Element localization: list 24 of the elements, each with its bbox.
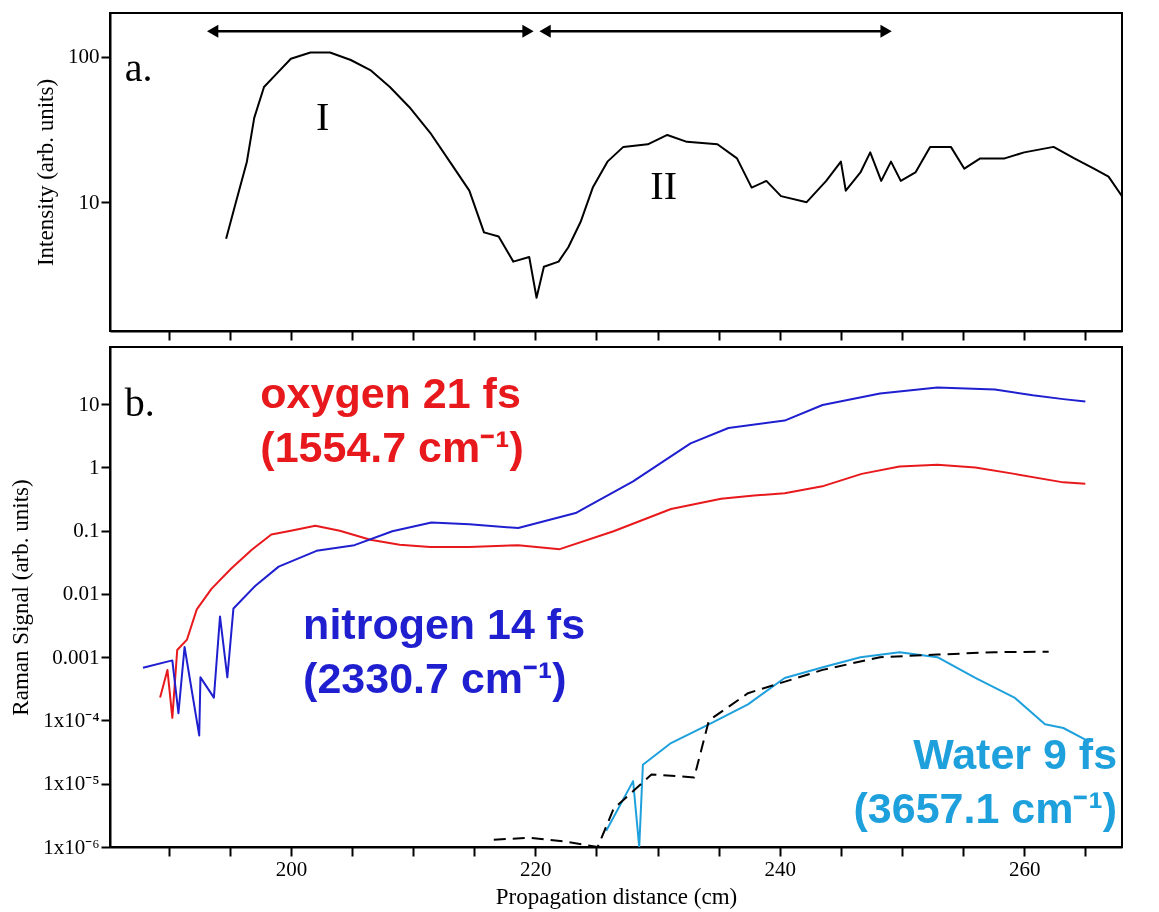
annotation: II bbox=[650, 163, 677, 209]
series-label: Water 9 fs (3657.1 cm⁻¹) bbox=[853, 729, 1118, 832]
x-tick-label: 240 bbox=[764, 856, 797, 881]
y-tick-label: 10 bbox=[78, 391, 100, 416]
y-tick-label: 1 bbox=[89, 454, 100, 479]
y-axis-title: Intensity (arb. units) bbox=[33, 78, 58, 267]
y-tick-label: 1x10⁻⁶ bbox=[43, 834, 100, 859]
x-axis-title: Propagation distance (cm) bbox=[495, 883, 738, 909]
y-axis-title: Raman Signal (arb. units) bbox=[8, 479, 34, 716]
annotation: b. bbox=[124, 380, 155, 426]
y-tick-label: 0.01 bbox=[62, 581, 100, 606]
y-tick-label: 100 bbox=[68, 44, 100, 69]
series-label: nitrogen 14 fs (2330.7 cm⁻¹) bbox=[303, 599, 586, 702]
x-tick-label: 220 bbox=[520, 856, 552, 881]
y-tick-label: 10 bbox=[78, 189, 100, 214]
y-tick-label: 0.001 bbox=[52, 644, 100, 669]
y-tick-label: 1x10⁻⁵ bbox=[43, 771, 100, 796]
annotation: I bbox=[316, 93, 330, 139]
annotation: a. bbox=[124, 44, 153, 90]
y-tick-label: 0.1 bbox=[73, 518, 100, 543]
x-tick-label: 260 bbox=[1008, 856, 1041, 881]
series-label: oxygen 21 fs (1554.7 cm⁻¹) bbox=[260, 368, 524, 471]
x-tick-label: 200 bbox=[275, 856, 308, 881]
y-tick-label: 1x10⁻⁴ bbox=[43, 707, 100, 732]
